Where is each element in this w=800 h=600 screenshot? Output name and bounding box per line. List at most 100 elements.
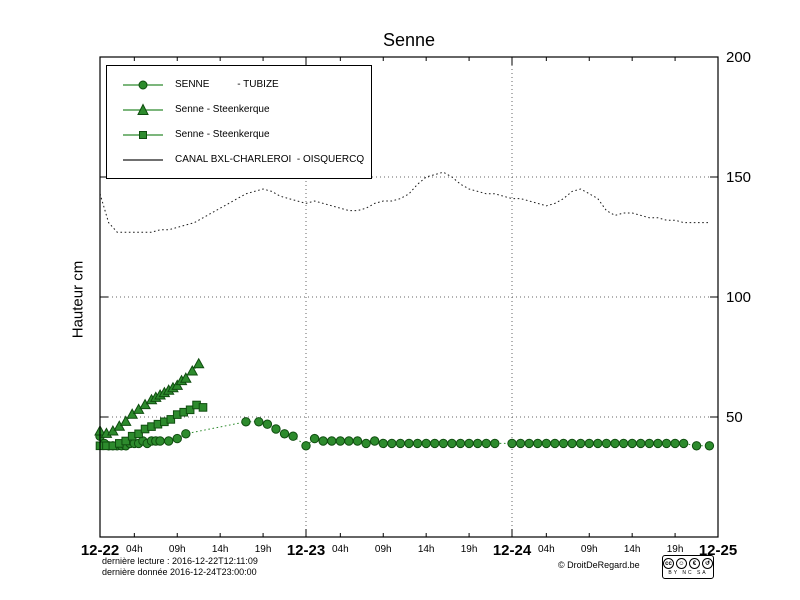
y-tick-label: 100 (726, 289, 751, 306)
marker-triangle (179, 372, 192, 383)
marker-circle (515, 438, 526, 449)
marker-triangle (186, 364, 199, 376)
marker-circle (172, 433, 182, 444)
marker-circle (670, 438, 680, 449)
marker-circle (533, 438, 543, 449)
marker-circle (318, 436, 328, 446)
x-minor-label: 04h (126, 544, 143, 555)
x-major-label: 12-25 (699, 542, 737, 559)
marker-circle (254, 417, 264, 427)
last-reading-text: dernière lecture : 2016-12-22T12:11:09 (102, 556, 258, 566)
marker-circle (181, 429, 191, 439)
marker-circle (507, 438, 517, 449)
marker-circle (447, 438, 457, 449)
marker-square (134, 429, 143, 439)
marker-circle (464, 438, 474, 449)
x-minor-label: 09h (375, 544, 392, 555)
marker-circle (241, 417, 251, 427)
marker-circle (279, 429, 290, 439)
chart-title: Senne (382, 30, 436, 50)
line-marker-icon (123, 158, 163, 161)
marker-circle (455, 438, 466, 449)
x-minor-label: 14h (418, 544, 435, 555)
square-marker-icon (123, 130, 163, 139)
marker-circle (288, 431, 298, 441)
marker-circle (575, 438, 586, 449)
marker-circle (335, 436, 346, 446)
copyright-text: © DroitDeRegard.be (558, 560, 640, 570)
legend-label: Senne - Steenkerque (175, 129, 270, 140)
x-major-label: 12-24 (493, 542, 532, 559)
marker-circle (430, 438, 440, 449)
marker-square (185, 405, 195, 415)
legend-label: SENNE - TUBIZE (175, 79, 279, 90)
marker-triangle (119, 415, 132, 426)
marker-circle (301, 441, 311, 451)
x-minor-label: 19h (255, 544, 272, 555)
marker-circle (524, 438, 534, 449)
legend-label: Senne - Steenkerque (175, 104, 270, 115)
x-minor-label: 19h (667, 544, 684, 555)
marker-circle (361, 438, 371, 449)
last-data-text: dernière donnée 2016-12-24T23:00:00 (102, 567, 257, 577)
legend-item-steenkerque-1: Senne - Steenkerque (107, 102, 371, 117)
x-minor-label: 04h (538, 544, 555, 555)
marker-circle (584, 438, 594, 449)
legend-item-tubize: SENNE - TUBIZE (107, 78, 371, 92)
marker-circle (344, 436, 354, 446)
marker-circle (369, 436, 380, 446)
marker-circle (618, 438, 629, 449)
marker-circle (636, 438, 646, 449)
circle-marker-icon (123, 80, 163, 89)
marker-circle (262, 419, 273, 429)
marker-circle (653, 438, 663, 449)
marker-circle (155, 436, 165, 446)
y-tick-label: 150 (726, 169, 751, 186)
x-minor-label: 14h (624, 544, 641, 555)
marker-circle (472, 438, 483, 449)
plot-border (99, 56, 719, 538)
y-tick-label: 50 (726, 409, 743, 426)
marker-circle (378, 438, 388, 449)
series-line (99, 171, 710, 233)
marker-circle (644, 438, 655, 449)
marker-circle (558, 438, 569, 449)
footer-status: dernière lecture : 2016-12-22T12:11:09 d… (102, 556, 258, 578)
x-minor-label: 19h (461, 544, 478, 555)
marker-square (166, 415, 176, 424)
cc-icons-row: cc ☺ € ↺ (663, 558, 713, 569)
cc-license-badge[interactable]: cc ☺ € ↺ BY NC SA (662, 555, 714, 579)
chart-legend: SENNE - TUBIZE Senne - Steenkerque Senne… (106, 65, 372, 179)
cc-sa-icon: ↺ (702, 558, 713, 569)
marker-circle (593, 438, 603, 449)
marker-circle (352, 436, 363, 446)
legend-item-steenkerque-2: Senne - Steenkerque (107, 128, 371, 142)
x-minor-label: 09h (169, 544, 186, 555)
marker-circle (490, 438, 500, 449)
x-minor-label: 14h (212, 544, 229, 555)
marker-circle (395, 438, 406, 449)
cc-labels-text: BY NC SA (668, 570, 708, 576)
marker-circle (704, 441, 715, 451)
x-minor-label: 04h (332, 544, 349, 555)
marker-circle (327, 436, 337, 446)
x-major-label: 12-22 (81, 542, 119, 559)
y-tick-label: 200 (726, 49, 751, 66)
marker-circle (661, 438, 672, 449)
cc-nc-icon: € (689, 558, 700, 569)
marker-circle (309, 433, 320, 444)
marker-circle (627, 438, 637, 449)
marker-circle (601, 438, 612, 449)
marker-circle (541, 438, 552, 449)
legend-label: CANAL BXL-CHARLEROI - OISQUERCQ (175, 154, 365, 165)
marker-triangle (192, 357, 205, 369)
marker-circle (412, 438, 423, 449)
marker-circle (421, 438, 431, 449)
marker-circle (610, 438, 620, 449)
cc-by-icon: ☺ (676, 558, 687, 569)
marker-square (198, 403, 208, 412)
marker-circle (404, 438, 414, 449)
marker-square (121, 436, 131, 446)
